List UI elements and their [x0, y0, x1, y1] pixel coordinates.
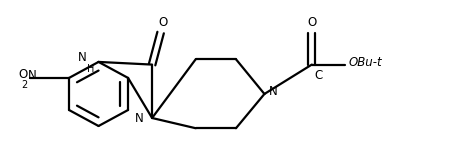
- Text: H: H: [87, 64, 94, 74]
- Text: N: N: [78, 51, 87, 64]
- Text: O: O: [18, 68, 28, 81]
- Text: C: C: [314, 69, 323, 82]
- Text: O: O: [159, 16, 168, 30]
- Text: N: N: [28, 69, 36, 82]
- Text: OBu-t: OBu-t: [349, 56, 382, 69]
- Text: N: N: [135, 112, 144, 125]
- Text: 2: 2: [21, 80, 28, 90]
- Text: N: N: [269, 85, 278, 98]
- Text: O: O: [307, 16, 317, 29]
